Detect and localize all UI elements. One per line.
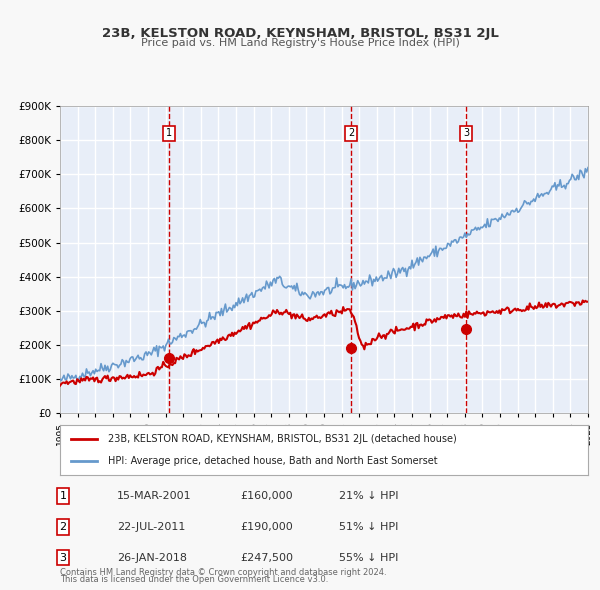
Text: 51% ↓ HPI: 51% ↓ HPI <box>339 522 398 532</box>
Text: 55% ↓ HPI: 55% ↓ HPI <box>339 553 398 562</box>
Text: 26-JAN-2018: 26-JAN-2018 <box>117 553 187 562</box>
Text: 15-MAR-2001: 15-MAR-2001 <box>117 491 191 501</box>
Text: This data is licensed under the Open Government Licence v3.0.: This data is licensed under the Open Gov… <box>60 575 328 584</box>
Text: 3: 3 <box>59 553 67 562</box>
Text: HPI: Average price, detached house, Bath and North East Somerset: HPI: Average price, detached house, Bath… <box>107 456 437 466</box>
Text: £160,000: £160,000 <box>240 491 293 501</box>
Text: Contains HM Land Registry data © Crown copyright and database right 2024.: Contains HM Land Registry data © Crown c… <box>60 568 386 577</box>
Text: Price paid vs. HM Land Registry's House Price Index (HPI): Price paid vs. HM Land Registry's House … <box>140 38 460 48</box>
Text: £190,000: £190,000 <box>240 522 293 532</box>
Text: £247,500: £247,500 <box>240 553 293 562</box>
Text: 1: 1 <box>59 491 67 501</box>
Text: 22-JUL-2011: 22-JUL-2011 <box>117 522 185 532</box>
Text: 23B, KELSTON ROAD, KEYNSHAM, BRISTOL, BS31 2JL (detached house): 23B, KELSTON ROAD, KEYNSHAM, BRISTOL, BS… <box>107 434 456 444</box>
Text: 2: 2 <box>59 522 67 532</box>
Text: 23B, KELSTON ROAD, KEYNSHAM, BRISTOL, BS31 2JL: 23B, KELSTON ROAD, KEYNSHAM, BRISTOL, BS… <box>101 27 499 40</box>
Text: 1: 1 <box>166 129 172 139</box>
Text: 21% ↓ HPI: 21% ↓ HPI <box>339 491 398 501</box>
Text: 3: 3 <box>463 129 469 139</box>
Text: 2: 2 <box>348 129 355 139</box>
